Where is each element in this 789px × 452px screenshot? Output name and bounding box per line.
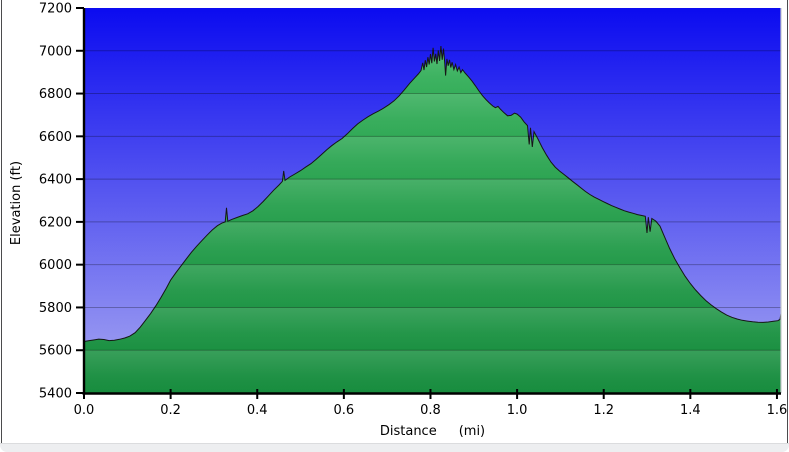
x-tick-label: 0.8 (420, 403, 441, 418)
y-tick-label: 6800 (39, 87, 72, 102)
x-tick-label: 0.2 (160, 403, 181, 418)
y-tick-label: 6600 (39, 130, 72, 145)
y-tick-label: 7200 (39, 2, 72, 17)
y-tick-label: 6400 (39, 173, 72, 188)
y-tick-label: 7000 (39, 44, 72, 59)
x-tick-label: 0.0 (74, 403, 95, 418)
window-left-edge (1, 0, 2, 445)
y-tick-label: 5400 (39, 387, 72, 402)
y-tick-label: 5800 (39, 301, 72, 316)
y-axis-title: Elevation (ft) (9, 160, 24, 246)
x-tick-label: 0.6 (334, 403, 355, 418)
x-axis-title-label: Distance (379, 424, 437, 439)
x-tick-label: 1.6 (767, 403, 788, 418)
x-tick-label: 1.2 (593, 403, 614, 418)
window-right-edge (787, 0, 788, 445)
window-bottom-edge (0, 443, 789, 452)
y-tick-label: 6000 (39, 258, 72, 273)
x-axis-title: Distance (mi) (84, 424, 781, 439)
x-axis-title-unit: (mi) (458, 424, 486, 439)
x-tick-label: 0.4 (247, 403, 268, 418)
y-tick-label: 6200 (39, 215, 72, 230)
y-tick-label: 5600 (39, 344, 72, 359)
elevation-area-band-shading (84, 46, 781, 393)
x-tick-label: 1.4 (680, 403, 701, 418)
x-tick-label: 1.0 (507, 403, 528, 418)
elevation-outline (83, 46, 782, 342)
